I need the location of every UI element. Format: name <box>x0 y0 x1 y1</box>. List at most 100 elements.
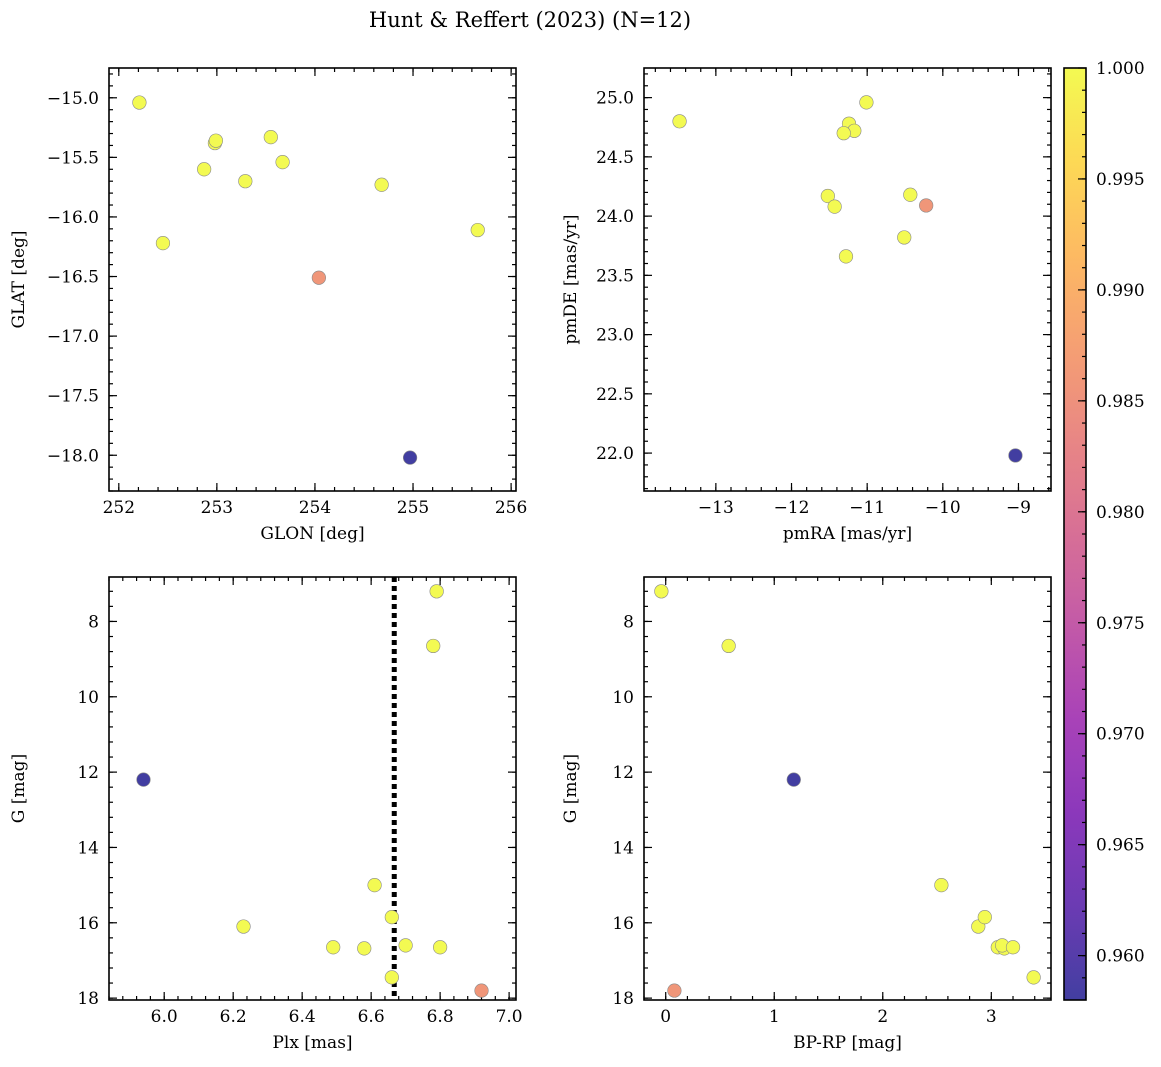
x-tick-label: −13 <box>698 498 734 518</box>
y-tick-label: 18 <box>77 989 99 1009</box>
x-tick-label: 256 <box>495 498 527 518</box>
colorbar-tick-label: 0.975 <box>1096 614 1145 634</box>
colorbar-tick-label: 0.960 <box>1096 947 1145 967</box>
scatter-point <box>786 772 801 787</box>
y-tick-label: 14 <box>612 838 634 858</box>
y-axis-label: G [mag] <box>561 754 581 823</box>
colorbar-tick-label: 0.990 <box>1096 281 1145 301</box>
x-tick-label: 252 <box>103 498 135 518</box>
y-tick-label: 24.5 <box>596 148 634 168</box>
colorbar-tick-label: 0.980 <box>1096 503 1145 523</box>
y-tick-label: 16 <box>77 914 99 934</box>
scatter-point <box>433 940 448 955</box>
x-tick-label: 7.0 <box>496 1007 523 1027</box>
colorbar-tick-label: 0.985 <box>1096 392 1145 412</box>
x-tick-label: 6.2 <box>220 1007 247 1027</box>
y-axis-label: G [mag] <box>9 754 29 823</box>
y-axis-label: pmDE [mas/yr] <box>561 214 581 344</box>
scatter-point <box>155 236 171 251</box>
scatter-point <box>897 230 912 245</box>
scatter-point <box>721 638 736 654</box>
y-tick-label: 14 <box>77 838 99 858</box>
scatter-point <box>820 188 835 204</box>
x-tick-label: 6.8 <box>427 1007 454 1027</box>
x-tick-label: 253 <box>201 498 233 518</box>
x-tick-label: 6.6 <box>358 1007 385 1027</box>
y-axis-label: GLAT [deg] <box>9 230 29 328</box>
y-tick-label: −17.0 <box>47 327 99 347</box>
axes-frame <box>643 576 1052 1001</box>
x-tick-label: 6.4 <box>289 1007 316 1027</box>
colorbar-tick-label: 0.970 <box>1096 725 1145 745</box>
scatter-point <box>1005 940 1021 955</box>
y-tick-label: 22.5 <box>596 385 634 405</box>
colorbar: 1.000 0.995 0.990 0.985 0.980 0.975 0.970 0.965… <box>1063 59 1145 1001</box>
y-tick-label: 8 <box>88 612 99 632</box>
minor-ticks <box>643 577 1051 1000</box>
x-tick-label: 2 <box>877 1007 888 1027</box>
colorbar-tick-label: 1.000 <box>1096 59 1145 79</box>
y-tick-label: 23.5 <box>596 266 634 286</box>
y-tick-label: 10 <box>612 688 634 708</box>
scatter-point <box>357 941 372 956</box>
x-tick-label: 254 <box>299 498 331 518</box>
y-tick-label: −18.0 <box>47 446 99 466</box>
scatter-point <box>903 187 918 202</box>
scatter-point <box>374 177 389 192</box>
scatter-point <box>275 155 290 170</box>
panels: 252 253 254 255 256 −15.0 −15.5 −16.0 −16.5 −17.0… <box>9 67 1052 1053</box>
scatter-point <box>977 910 992 925</box>
scatter-point <box>238 174 253 189</box>
y-tick-label: −15.0 <box>47 89 99 109</box>
scatter-point <box>263 130 278 145</box>
x-tick-label: −11 <box>849 498 885 518</box>
scatter-point <box>426 638 441 654</box>
panel-plx-g: 6.0 6.2 6.4 6.6 6.8 7.0 8 10 12 14 16 18 Plx [mas] G … <box>9 576 523 1053</box>
y-tick-label: 18 <box>612 989 634 1009</box>
x-axis-label: BP-RP [mag] <box>793 1033 902 1053</box>
x-tick-label: 0 <box>660 1007 671 1027</box>
x-tick-label: 1 <box>769 1007 780 1027</box>
x-tick-label: 255 <box>397 498 429 518</box>
scatter-point <box>429 584 444 599</box>
y-tick-label: 8 <box>623 612 634 632</box>
y-tick-label: −15.5 <box>47 148 99 168</box>
colorbar-tick-label: 0.995 <box>1096 170 1145 190</box>
x-tick-label: −12 <box>774 498 810 518</box>
scatter-point <box>470 222 485 238</box>
colorbar-frame <box>1063 67 1087 1001</box>
x-tick-label: 3 <box>986 1007 997 1027</box>
scatter-point <box>827 199 842 214</box>
scatter-point <box>836 126 851 141</box>
x-tick-label: −9 <box>1006 498 1031 518</box>
scatter-point <box>474 983 489 998</box>
y-tick-label: 23.0 <box>596 326 634 346</box>
x-axis-label: GLON [deg] <box>260 524 364 544</box>
scatter-point <box>1008 448 1023 463</box>
colorbar-tick-label: 0.965 <box>1096 836 1145 856</box>
axes-frame <box>643 67 1052 492</box>
scatter-point <box>367 878 382 893</box>
scatter-point <box>667 983 682 998</box>
scatter-point <box>132 95 147 110</box>
y-tick-label: −16.5 <box>47 268 99 288</box>
scatter-point <box>384 910 399 925</box>
y-tick-label: 24.0 <box>596 207 634 227</box>
y-tick-label: 12 <box>77 763 99 783</box>
scatter-point <box>136 772 151 787</box>
axes-frame <box>108 67 517 492</box>
y-tick-label: 10 <box>77 688 99 708</box>
scatter-point <box>384 970 399 985</box>
colorbar-gradient <box>1064 68 1086 1000</box>
minor-ticks <box>108 577 516 1000</box>
y-tick-label: 16 <box>612 914 634 934</box>
figure-title: Hunt & Reffert (2023) (N=12) <box>369 8 691 32</box>
scatter-point <box>208 133 223 148</box>
scatter-point <box>326 940 341 955</box>
scatter-point <box>197 162 212 177</box>
x-tick-label: −10 <box>925 498 961 518</box>
y-tick-label: −17.5 <box>47 387 99 407</box>
scatter-point <box>398 938 413 953</box>
x-axis-label: pmRA [mas/yr] <box>783 524 912 544</box>
